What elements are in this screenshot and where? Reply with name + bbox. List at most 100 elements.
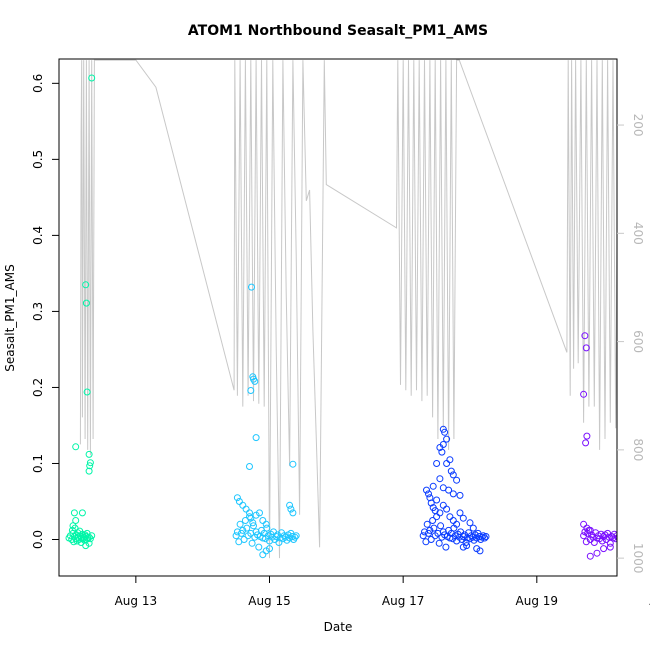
- data-point-series-4: [581, 332, 589, 340]
- y-tick-label: 0.3: [31, 302, 45, 321]
- data-point-series-3: [436, 444, 444, 451]
- altitude-line: [79, 59, 617, 559]
- data-point-series-4: [625, 534, 631, 540]
- data-point-series-1: [86, 459, 94, 467]
- data-point-series-4: [616, 538, 617, 543]
- data-point-series-3: [447, 467, 455, 475]
- altitude-axis: 200 400 600 800 1000: [617, 114, 645, 574]
- data-point-series-3: [482, 533, 490, 540]
- data-point-series-3: [436, 475, 444, 483]
- data-point-series-1: [86, 462, 94, 470]
- data-point-series-4: [598, 537, 606, 545]
- data-point-series-3: [442, 543, 450, 551]
- altitude-tick-label: 800: [631, 438, 645, 461]
- data-point-series-4: [600, 545, 608, 553]
- y-tick-label: 0.1: [31, 454, 45, 473]
- y-tick-label: 0.0: [31, 530, 45, 549]
- data-point-series-3: [437, 522, 445, 530]
- data-point-series-4: [622, 537, 628, 543]
- data-point-series-2: [247, 514, 255, 522]
- data-point-series-2: [242, 505, 250, 513]
- data-point-series-3: [433, 460, 441, 467]
- data-point-series-3: [423, 520, 431, 528]
- data-point-series-4: [629, 536, 635, 542]
- data-point-series-1: [69, 522, 77, 530]
- data-point-series-4: [580, 532, 588, 540]
- data-point-series-2: [249, 519, 257, 527]
- y-tick-label: 0.4: [31, 226, 45, 245]
- data-point-series-4: [627, 511, 633, 517]
- data-point-series-3: [456, 491, 464, 499]
- data-point-series-3: [439, 501, 447, 509]
- data-point-series-3: [438, 448, 446, 456]
- data-point-series-3: [430, 524, 438, 532]
- data-point-series-3: [449, 517, 457, 524]
- data-point-series-2: [292, 532, 300, 540]
- data-point-series-3: [433, 496, 441, 504]
- data-point-series-4: [606, 543, 614, 551]
- data-point-series-4: [634, 525, 640, 531]
- data-point-series-2: [262, 520, 270, 528]
- x-tick-label: Aug 15: [248, 594, 291, 608]
- data-point-series-3: [436, 509, 444, 517]
- altitude-tick-label: 600: [631, 330, 645, 353]
- data-point-series-4: [606, 539, 614, 547]
- altitude-line-layer: [79, 59, 617, 559]
- data-point-series-4: [613, 532, 617, 540]
- data-point-series-3: [449, 490, 457, 498]
- data-point-series-4: [582, 344, 590, 352]
- data-point-series-4: [580, 520, 588, 528]
- data-point-series-4: [641, 535, 647, 541]
- data-point-series-2: [243, 524, 251, 532]
- data-point-series-3: [456, 509, 464, 517]
- data-point-series-3: [427, 499, 435, 507]
- data-point-series-2: [286, 501, 294, 509]
- data-point-series-2: [259, 551, 267, 559]
- data-point-series-1: [72, 517, 80, 524]
- data-point-series-3: [427, 536, 435, 543]
- y-tick-label: 0.2: [31, 378, 45, 397]
- data-point-series-2: [236, 520, 244, 528]
- x-tick-label: Aug 13: [115, 594, 158, 608]
- data-point-series-2: [239, 526, 247, 534]
- data-point-series-3: [476, 547, 484, 555]
- data-point-series-2: [287, 505, 295, 513]
- data-point-series-1: [88, 74, 96, 82]
- data-point-series-2: [246, 513, 253, 521]
- data-point-series-4: [619, 535, 625, 541]
- data-point-series-3: [441, 428, 449, 436]
- data-point-series-2: [289, 509, 297, 517]
- data-point-series-2: [251, 377, 259, 385]
- data-point-series-4: [621, 547, 627, 553]
- chart-title: ATOM1 Northbound Seasalt_PM1_AMS: [188, 23, 488, 39]
- data-point-series-4: [582, 439, 590, 447]
- data-point-series-3: [443, 435, 451, 443]
- data-point-series-4: [618, 532, 624, 538]
- data-point-series-3: [459, 543, 467, 551]
- data-point-series-1: [72, 443, 80, 451]
- data-point-series-1: [88, 532, 96, 540]
- data-point-series-4: [638, 534, 644, 540]
- data-point-series-2: [246, 463, 253, 470]
- y-tick-label: 0.5: [31, 150, 45, 169]
- data-point-series-3: [445, 486, 453, 494]
- data-point-series-4: [614, 533, 617, 541]
- data-point-series-4: [593, 549, 601, 557]
- data-point-series-4: [637, 536, 643, 542]
- data-point-series-3: [426, 526, 434, 534]
- data-point-series-2: [275, 539, 283, 546]
- data-point-series-1: [78, 509, 86, 517]
- data-point-series-2: [252, 434, 260, 442]
- data-point-series-2: [259, 517, 267, 524]
- data-point-series-3: [466, 519, 474, 527]
- data-point-series-3: [463, 542, 471, 550]
- data-point-series-2: [250, 522, 257, 530]
- data-point-series-4: [630, 532, 636, 538]
- data-point-series-4: [580, 390, 588, 398]
- data-point-series-3: [423, 486, 430, 494]
- data-point-series-4: [631, 535, 637, 541]
- y-tick-label: 0.6: [31, 74, 45, 93]
- altitude-tick-label: 1000: [631, 543, 645, 574]
- data-point-series-3: [443, 460, 451, 467]
